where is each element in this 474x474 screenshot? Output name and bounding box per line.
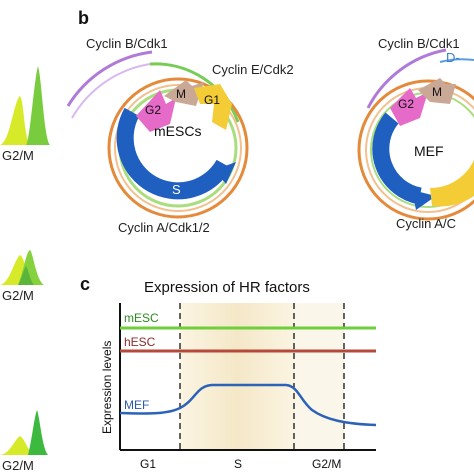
left-label-2: G2/M <box>2 288 34 303</box>
left-label-3: G2/M <box>2 458 34 473</box>
mef-line <box>119 383 377 427</box>
mef-phase-g2-block <box>390 88 428 126</box>
cyclin-a-ring <box>107 77 249 219</box>
cyclin-b-arc <box>66 50 153 107</box>
mef-cyclin-d-label: D- <box>446 50 460 65</box>
y-axis-label: Expression levels <box>100 341 114 434</box>
cyclin-b-inner-arc <box>71 63 151 119</box>
mef-cyclin-b-label: Cyclin B/Cdk1 <box>378 36 460 51</box>
mef-phase-s-arc <box>372 112 422 205</box>
left-strip: G2/M G2/M G2/M <box>0 66 50 473</box>
phase-g2-block <box>136 90 176 132</box>
x-label-g1: G1 <box>140 457 156 471</box>
cyclin-e-arc <box>149 62 240 123</box>
x-label-g2m: G2/M <box>312 457 341 471</box>
mescs-cyclin-a-label: Cyclin A/Cdk1/2 <box>118 220 210 235</box>
hesc-label: hESC <box>124 335 156 349</box>
phase-s-arc <box>116 107 232 200</box>
mef-cycle: G2 M MEF S <box>357 48 474 221</box>
phase-m-block <box>164 80 204 106</box>
histogram-middle <box>0 250 44 285</box>
mesc-label: mESC <box>124 311 159 325</box>
mescs-cycle: G2 M G1 mESCs S <box>66 50 249 219</box>
mef-phase-g1-block <box>430 160 474 207</box>
mef-cyclin-d-arc <box>439 58 474 63</box>
phase-g1-block <box>194 84 232 130</box>
panel-c-title: Expression of HR factors <box>144 279 310 296</box>
mef-cyclin-a-label: Cyclin A/C <box>396 216 456 231</box>
mescs-cyclin-e-label: Cyclin E/Cdk2 <box>212 62 294 77</box>
phase-m-label: M <box>176 87 186 101</box>
mef-phase-s-label: S <box>396 139 404 153</box>
panel-c-letter: c <box>80 274 90 294</box>
mescs-center-label: mESCs <box>154 123 201 139</box>
mef-cyclin-a-ring <box>357 79 474 221</box>
panel-b-letter: b <box>78 8 89 28</box>
mef-center-label: MEF <box>414 143 444 159</box>
mef-phase-m-block <box>418 78 456 104</box>
mef-phase-m-label: M <box>432 85 442 99</box>
histogram-top <box>0 66 50 145</box>
expression-chart: mESC hESC MEF Expression levels G1 S G2/… <box>100 303 377 471</box>
left-label-1: G2/M <box>2 148 34 163</box>
phase-s-label: S <box>172 182 181 197</box>
mef-cyclin-b-arc <box>366 48 447 109</box>
phase-g2-label: G2 <box>145 103 161 117</box>
mef-phase-g2-label: G2 <box>398 97 414 111</box>
phase-g1-label: G1 <box>204 93 220 107</box>
s-phase-shading <box>180 303 294 449</box>
mescs-cyclin-b-label: Cyclin B/Cdk1 <box>86 36 168 51</box>
histogram-bottom <box>0 410 48 455</box>
x-label-s: S <box>234 457 242 471</box>
mef-label: MEF <box>124 398 149 412</box>
